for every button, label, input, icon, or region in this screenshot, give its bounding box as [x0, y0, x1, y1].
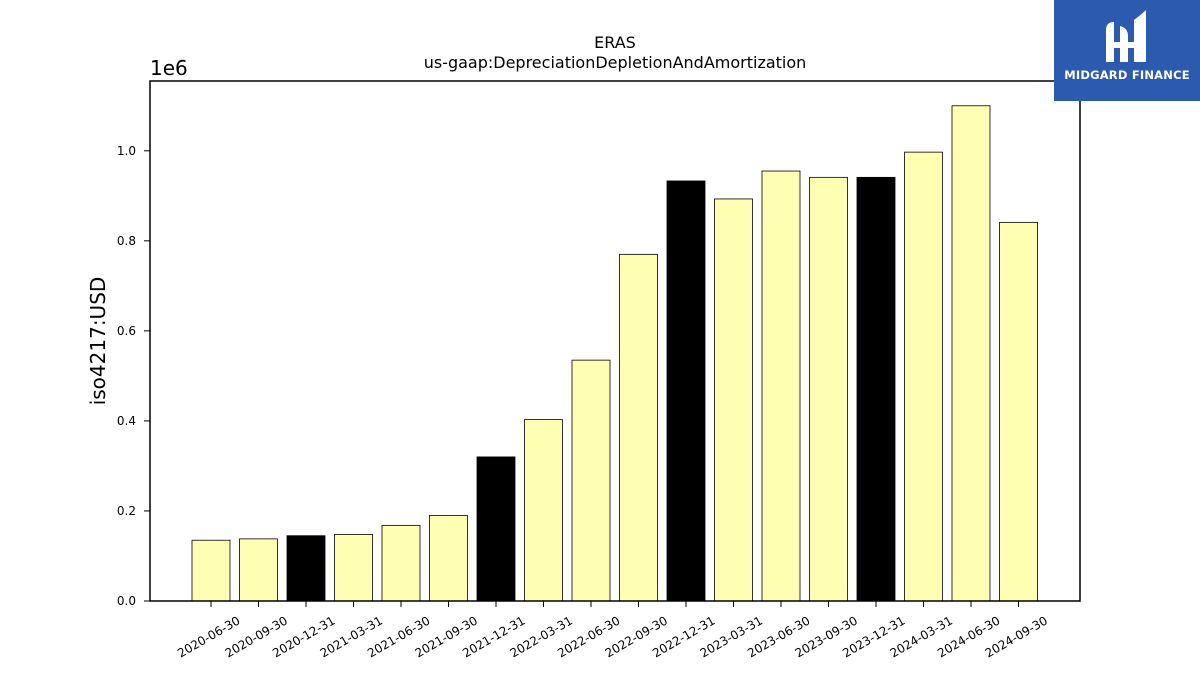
bar-2021-09-30 — [429, 515, 468, 602]
bar-2024-06-30 — [951, 105, 991, 602]
plot-frame — [149, 80, 1081, 602]
y-tick-label: 0.6 — [117, 324, 136, 338]
bar-2023-12-31 — [856, 176, 896, 602]
bar-2023-09-30 — [809, 176, 848, 602]
bar-2024-03-31 — [904, 151, 943, 602]
y-tick-label: 0.2 — [117, 504, 136, 518]
x-ticks-group: 2020-06-302020-09-302020-12-312021-03-31… — [175, 601, 1050, 660]
y-ticks-group: 0.0 0.2 0.4 0.6 0.8 1.0 — [117, 144, 150, 608]
y-tick-label: 0.8 — [117, 234, 136, 248]
bar-2021-12-31 — [476, 456, 516, 602]
bar-2021-03-31 — [334, 533, 373, 602]
y-tick-label: 1.0 — [117, 144, 136, 158]
bars-group — [191, 105, 1038, 602]
bar-2023-06-30 — [761, 170, 801, 602]
bar-2023-03-31 — [714, 198, 753, 602]
bar-2024-09-30 — [999, 221, 1038, 602]
bar-2022-12-31 — [666, 180, 706, 602]
brand-logo: MIDGARD FINANCE — [1054, 0, 1200, 101]
brand-logo-text: MIDGARD FINANCE — [1064, 68, 1190, 82]
bar-2022-09-30 — [619, 253, 658, 602]
bar-2022-03-31 — [524, 419, 563, 602]
bar-2020-09-30 — [239, 538, 278, 602]
bar-2021-06-30 — [381, 524, 421, 602]
chart-title: ERAS — [594, 33, 636, 52]
bar-2020-06-30 — [191, 539, 231, 602]
bar-2020-12-31 — [286, 535, 326, 602]
y-axis-label: iso4217:USD — [86, 277, 110, 406]
midgard-logo-icon — [1106, 10, 1146, 62]
y-tick-label: 0.4 — [117, 414, 136, 428]
bar-2022-06-30 — [571, 359, 611, 602]
y-scale-label: 1e6 — [150, 56, 188, 80]
chart-subtitle: us-gaap:DepreciationDepletionAndAmortiza… — [424, 53, 807, 72]
y-tick-label: 0.0 — [117, 594, 136, 608]
